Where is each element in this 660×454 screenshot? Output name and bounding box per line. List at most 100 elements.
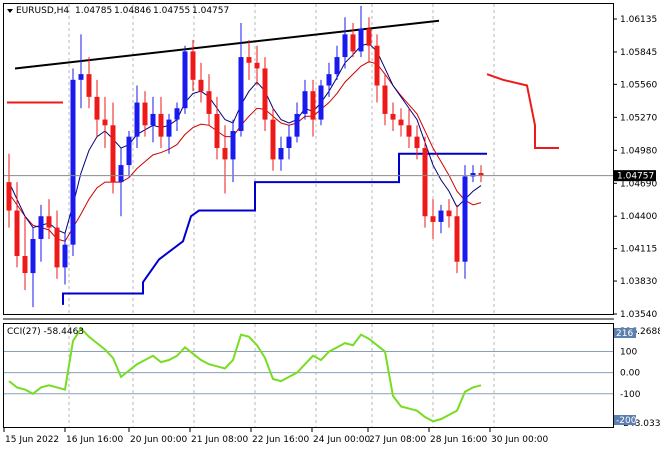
time-label-6: 27 Jun 08:00 (369, 435, 426, 445)
symbol-dropdown-icon[interactable] (7, 9, 13, 13)
time-label-2: 20 Jun 00:00 (130, 435, 187, 445)
price-tick-label-8: 1.03830 (620, 277, 657, 287)
candle-body-17 (142, 102, 148, 126)
price-tick-label-2: 1.05560 (620, 80, 657, 90)
candle-body-25 (206, 91, 212, 114)
candle-body-24 (198, 79, 204, 92)
cci-overlay-box-1 (614, 415, 636, 425)
candle-body-34 (278, 148, 284, 160)
candle-body-44 (358, 28, 364, 52)
candle-body-58 (470, 173, 476, 177)
candle-body-29 (238, 57, 244, 131)
cci-tick-label-2: 0.00 (620, 369, 640, 379)
candle-body-31 (254, 62, 260, 69)
candle-body-35 (286, 136, 292, 149)
cci-axis: 216.2688 100 0.00 -100 -243.033 216 -200 (614, 327, 660, 429)
candle-body-41 (334, 57, 340, 75)
slow-ma-line (8, 61, 482, 242)
candle-body-56 (454, 216, 460, 262)
channel-layer (7, 73, 559, 305)
candle-body-47 (382, 85, 388, 114)
moving-averages-layer (8, 42, 482, 242)
candle-body-7 (62, 244, 68, 268)
price-tick-label-4: 1.04980 (620, 146, 657, 156)
cci-overlay-box-0 (614, 328, 636, 338)
candle-body-55 (446, 210, 452, 217)
candle-body-50 (406, 125, 412, 137)
time-label-4: 22 Jun 16:00 (252, 435, 309, 445)
candle-body-57 (462, 176, 468, 262)
candle-body-45 (366, 28, 372, 46)
time-label-3: 21 Jun 08:00 (191, 435, 248, 445)
candle-body-3 (30, 238, 36, 274)
time-axis: 15 Jun 2022 16 Jun 16:00 20 Jun 00:00 21 Ju… (3, 428, 548, 445)
current-price-box (614, 170, 656, 182)
price-tick-label-6: 1.04400 (620, 212, 657, 222)
candle-body-14 (118, 165, 124, 183)
current-price-label: 1.04757 (617, 172, 654, 182)
cci-label: CCI(27) -58.4463 (7, 327, 84, 337)
price-tick-label-1: 1.05845 (620, 48, 657, 58)
channel-upper-right-line (486, 73, 559, 150)
candle-body-19 (158, 113, 164, 137)
time-label-5: 24 Jun 00:00 (313, 435, 370, 445)
time-label-0: 15 Jun 2022 (5, 435, 59, 445)
candle-body-27 (222, 148, 228, 160)
cci-line-layer (8, 326, 482, 423)
cci-tick-label-1: 100 (620, 348, 637, 358)
price-tick-label-7: 1.04115 (620, 245, 657, 255)
candle-body-20 (166, 119, 172, 137)
candle-body-22 (182, 51, 188, 109)
candle-body-40 (326, 74, 332, 86)
price-tick-label-5: 1.04690 (620, 179, 657, 189)
candle-body-6 (54, 227, 60, 268)
candle-body-0 (6, 182, 12, 211)
vertical-grid (68, 4, 495, 427)
ohlc-low: 1.04755 (153, 6, 190, 16)
candle-body-53 (430, 216, 436, 222)
channel-lower-line (62, 152, 487, 305)
candle-body-52 (422, 148, 428, 217)
fast-ma-line (8, 42, 482, 234)
candle-body-42 (342, 34, 348, 58)
time-label-1: 16 Jun 16:00 (66, 435, 123, 445)
ohlc-open: 1.04785 (75, 6, 112, 16)
candle-body-51 (414, 136, 420, 149)
candle-body-32 (262, 68, 268, 120)
ohlc-high: 1.04846 (114, 6, 151, 16)
cci-overlay-label-0: 216 (616, 329, 633, 339)
candle-body-5 (46, 216, 52, 228)
ohlc-close: 1.04757 (192, 6, 229, 16)
candles-layer (6, 5, 484, 308)
candle-body-11 (94, 96, 100, 120)
symbol-label[interactable]: EURUSD,H4 (16, 6, 69, 16)
candle-body-37 (302, 91, 308, 114)
candle-body-15 (126, 136, 132, 166)
candle-body-4 (38, 216, 44, 239)
candle-body-48 (390, 113, 396, 120)
candle-body-23 (190, 51, 196, 80)
candle-body-10 (86, 74, 92, 97)
candle-body-2 (22, 256, 28, 274)
price-axis: 1.06135 1.05845 1.05560 1.05270 1.04980 1.046… (613, 15, 657, 320)
candle-body-59 (478, 173, 484, 176)
time-label-7: 28 Jun 16:00 (430, 435, 487, 445)
candle-body-9 (78, 74, 84, 80)
cci-panel-frame (3, 323, 614, 428)
candle-body-38 (310, 91, 316, 120)
cci-tick-label-0: 216.2688 (620, 327, 660, 337)
cci-tick-label-3: -100 (620, 390, 641, 400)
candle-body-21 (174, 108, 180, 120)
candle-body-39 (318, 85, 324, 120)
candle-body-28 (230, 130, 236, 160)
candle-body-36 (294, 113, 300, 137)
candle-body-33 (270, 119, 276, 160)
candle-body-12 (102, 119, 108, 126)
price-tick-label-9: 1.03540 (620, 310, 657, 320)
cci-line (8, 326, 482, 423)
candle-body-54 (438, 210, 444, 222)
cci-level-lines (4, 351, 613, 395)
candle-body-49 (398, 119, 404, 126)
